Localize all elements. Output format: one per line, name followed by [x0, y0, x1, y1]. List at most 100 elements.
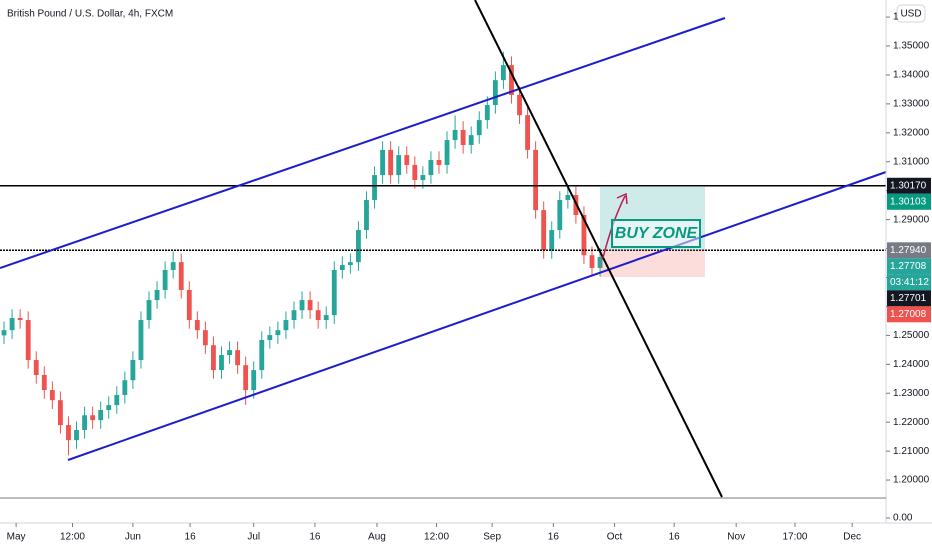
candle-body [82, 415, 87, 430]
candle-body [557, 199, 563, 231]
candle-body [347, 262, 353, 266]
candle-body [356, 230, 361, 263]
channel-lower [67, 171, 887, 461]
x-tick-label: May [7, 532, 26, 543]
price-label: 1.27708 [890, 261, 927, 272]
candle-body [541, 210, 547, 251]
y-tick-label: 1.23000 [893, 388, 930, 399]
candle-body [323, 315, 329, 321]
candle-body [243, 365, 249, 391]
candle-body [98, 410, 104, 421]
candle-body [484, 105, 490, 121]
candle-body [412, 164, 418, 180]
candle-body [283, 320, 289, 331]
y-tick-label: 1.25000 [893, 330, 930, 341]
annotation: BUY ZONE [615, 225, 699, 242]
candle-body [315, 310, 321, 321]
downtrend-line [474, 0, 723, 498]
x-tick-label: 16 [185, 532, 197, 543]
arrow-head [616, 192, 628, 205]
candle-body [154, 289, 160, 301]
x-tick-label: Aug [368, 532, 386, 543]
candle-body [420, 175, 426, 180]
price-label: 1.27940 [890, 245, 927, 256]
price-label: 1.30103 [890, 196, 927, 207]
candle-body [428, 160, 434, 176]
candle-body [331, 269, 337, 316]
candle-body [9, 318, 15, 331]
candle-body [259, 340, 265, 371]
candle-body [509, 65, 514, 95]
x-tick-label: Dec [843, 532, 861, 543]
y-tick-label: 1.32000 [893, 127, 930, 138]
candle-body [525, 115, 530, 150]
candle-body [138, 320, 144, 360]
currency-label[interactable]: USD [900, 9, 921, 20]
price-label: 1.27008 [890, 309, 927, 320]
countdown: 03:41:12 [890, 277, 929, 288]
candle-body [492, 80, 498, 106]
candle-body [291, 310, 297, 321]
x-tick-label: 16 [669, 532, 681, 543]
price-label-box [887, 290, 931, 307]
candle-body [307, 300, 313, 311]
candle-body [146, 300, 152, 321]
candle-body [299, 300, 305, 311]
candle-body [275, 330, 281, 336]
candle-body [565, 195, 571, 200]
price-label-box [887, 258, 931, 275]
candle-body [162, 269, 168, 290]
x-tick-label: Jul [247, 532, 260, 543]
x-tick-label: Oct [607, 532, 623, 543]
candle-body [66, 425, 71, 441]
x-tick-label: Nov [727, 532, 745, 543]
y-tick-label: 1.21000 [893, 446, 930, 457]
candle-body [436, 160, 442, 165]
candle-body [517, 94, 522, 116]
candle-body [380, 149, 386, 176]
candle-body [396, 155, 402, 176]
candle-body [1, 330, 7, 336]
y-tick-label: 1.22000 [893, 417, 930, 428]
candle-body [170, 262, 176, 270]
candle-body [41, 375, 47, 391]
candle-body [33, 359, 39, 376]
y-tick-label: 1.31000 [893, 156, 930, 167]
x-tick-label: Jun [125, 532, 141, 543]
price-label: 1.30170 [890, 180, 927, 191]
candle-body [211, 345, 216, 371]
candle-body [267, 335, 273, 341]
y-tick-label: 1.35000 [893, 41, 930, 52]
y-tick-label: 1.33000 [893, 99, 930, 110]
candle-body [444, 140, 450, 165]
y-tick-label: 1 [893, 12, 899, 23]
candle-body [25, 320, 31, 360]
candle-body [364, 199, 369, 231]
x-tick-label: 16 [548, 532, 560, 543]
chart-title: British Pound / U.S. Dollar, 4h, FXCM [7, 9, 173, 20]
candle-body [452, 129, 458, 141]
candle-body [219, 355, 224, 371]
y-tick-label: 1.34000 [893, 70, 930, 81]
candle-body [404, 155, 410, 165]
candle-body [339, 265, 345, 270]
candle-body [468, 135, 474, 145]
candle-body [549, 230, 555, 251]
candle-body [202, 330, 208, 346]
candle-body [589, 255, 595, 268]
annotation-box [611, 219, 701, 248]
candle-body [74, 429, 79, 441]
candle-body [581, 214, 587, 256]
candle-body [49, 390, 55, 401]
currency-button[interactable] [896, 4, 926, 23]
candle-body [597, 256, 603, 268]
candle-body [17, 318, 23, 321]
price-label-box [887, 193, 931, 210]
y-tick-label: 1.24000 [893, 359, 930, 370]
lower-pane-tick-label: 0.00 [893, 513, 913, 524]
candle-body [90, 415, 96, 421]
candle-body [227, 350, 232, 356]
price-label-box [887, 306, 931, 323]
